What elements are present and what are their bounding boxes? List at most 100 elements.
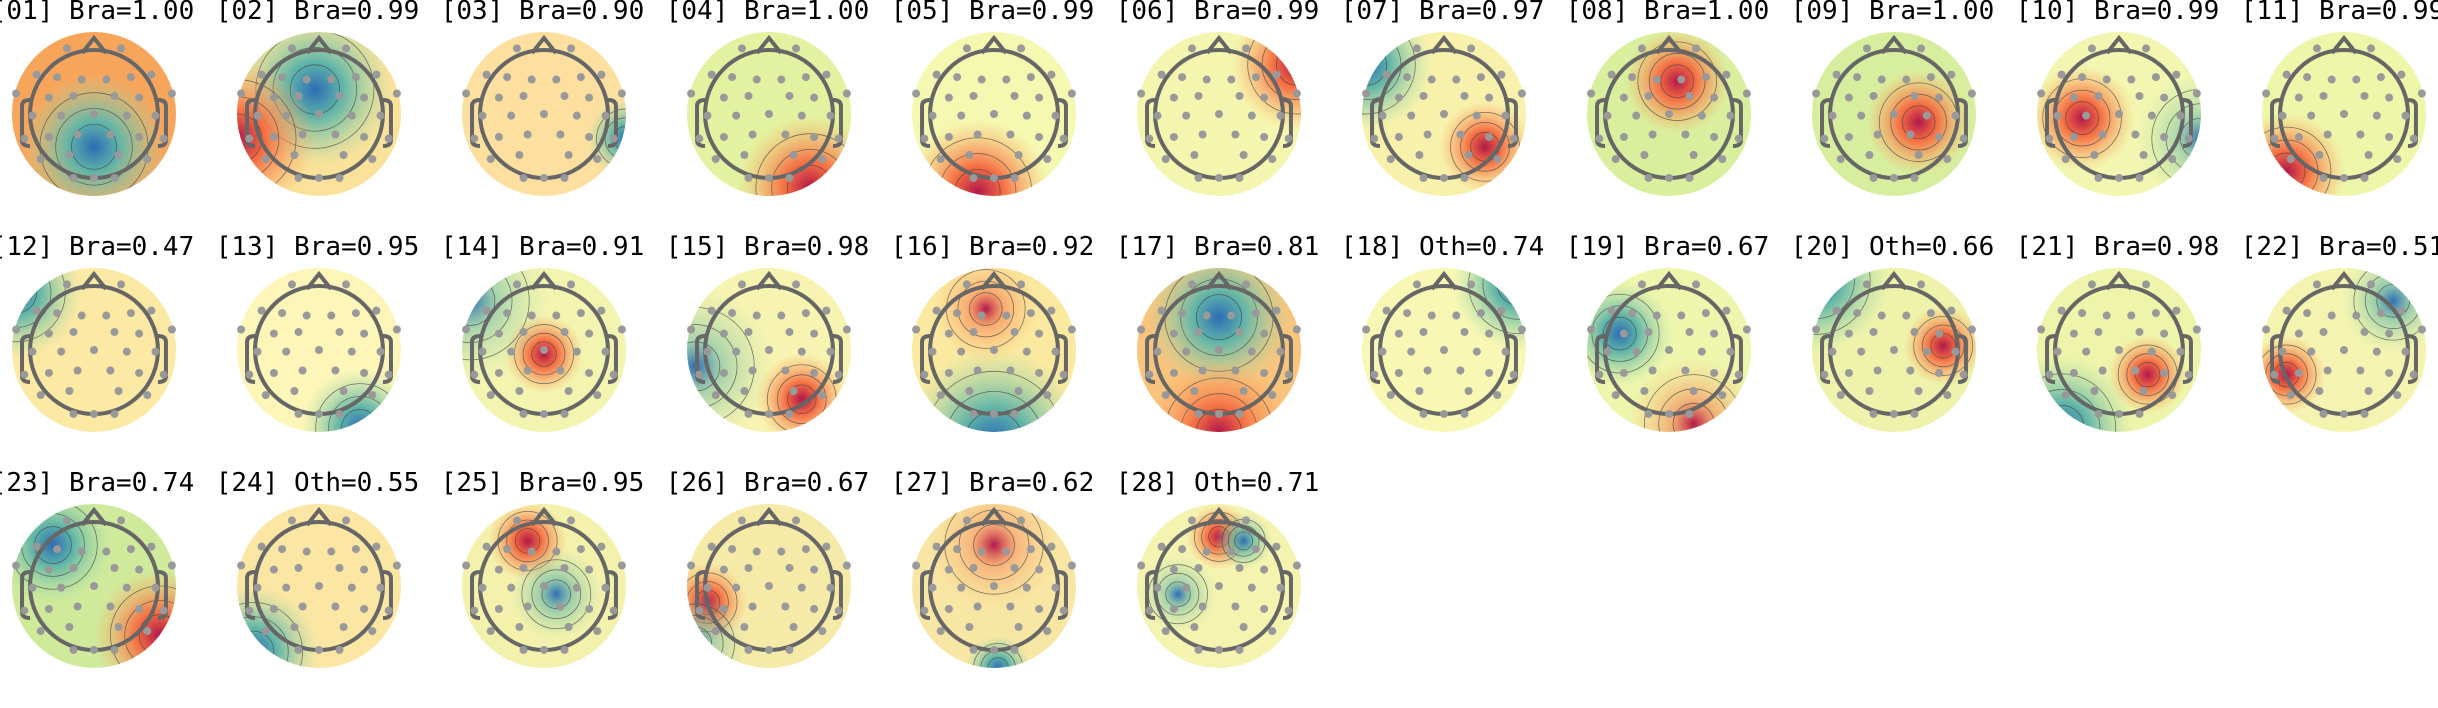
- sensor-dot: [1035, 329, 1044, 338]
- sensor-dot: [245, 134, 254, 143]
- sensor-dot: [1836, 391, 1845, 400]
- left-ear-icon: [470, 98, 481, 148]
- right-ear-icon: [157, 334, 168, 384]
- sensor-dot: [1235, 173, 1244, 182]
- sensor-dot: [962, 44, 971, 53]
- sensor-dot: [1665, 110, 1673, 118]
- sensor-dot: [1926, 309, 1935, 318]
- sensor-dot: [2397, 70, 2406, 79]
- sensor-dot: [1910, 327, 1919, 336]
- sensor-dot: [1153, 583, 1162, 592]
- field-peak: [1903, 306, 1976, 386]
- sensor-dot: [1423, 130, 1432, 139]
- sensor-dot: [1043, 391, 1052, 400]
- sensor-dot: [1493, 391, 1502, 400]
- sensor-dot: [1467, 44, 1476, 53]
- sensor-dot: [928, 347, 937, 356]
- sensor-dot: [552, 547, 561, 556]
- sensor-dot: [572, 111, 581, 120]
- sensor-dot: [110, 91, 119, 100]
- sensor-dot: [269, 565, 278, 574]
- sensor-dot: [752, 547, 761, 556]
- sensor-dot: [278, 73, 287, 82]
- sensor-dot: [478, 347, 487, 356]
- sensor-dot: [486, 627, 495, 636]
- contour-line: [1196, 294, 1242, 341]
- sensor-dot: [2151, 309, 2160, 318]
- sensor-dot: [167, 561, 176, 570]
- sensor-dot: [1587, 89, 1596, 98]
- sensor-dot: [1701, 309, 1710, 318]
- sensor-dot: [335, 173, 344, 182]
- component-title: [28] Oth=0.71: [1115, 468, 1320, 498]
- sensor-dot: [932, 306, 941, 315]
- component-title: [27] Bra=0.62: [890, 468, 1095, 498]
- sensor-dot: [298, 602, 307, 611]
- sensor-dot: [1017, 516, 1026, 525]
- sensor-dot: [1382, 70, 1391, 79]
- sensor-dot: [110, 645, 119, 654]
- sensor-dot: [117, 516, 126, 525]
- sensor-dot: [527, 311, 536, 320]
- sensor-dot: [2303, 309, 2312, 318]
- sensor-dot: [707, 70, 716, 79]
- sensor-dot: [944, 565, 953, 574]
- sensor-dot: [1067, 89, 1076, 98]
- sensor-dot: [585, 93, 594, 102]
- sensor-dot: [527, 75, 536, 84]
- sensor-dot: [302, 311, 311, 320]
- sensor-dot: [2312, 280, 2321, 289]
- sensor-dot: [1914, 151, 1923, 159]
- sensor-dot: [1685, 173, 1694, 182]
- component-topomap: [19] Bra=0.67: [1566, 232, 1800, 472]
- sensor-dot: [151, 583, 160, 592]
- sensor-dot: [810, 329, 819, 338]
- sensor-dot: [2045, 134, 2054, 143]
- sensor-dot: [2319, 91, 2328, 100]
- sensor-dot: [1014, 151, 1023, 159]
- sensor-dot: [77, 75, 86, 84]
- sensor-dot: [135, 604, 144, 613]
- sensor-dot: [2376, 73, 2385, 82]
- sensor-dot: [1836, 155, 1845, 164]
- sensor-dot: [1517, 89, 1526, 98]
- sensor-dot: [159, 606, 168, 615]
- sensor-dot: [1260, 93, 1269, 102]
- sensor-dot: [57, 111, 66, 120]
- sensor-dot: [2090, 387, 2099, 395]
- sensor-dot: [482, 70, 491, 79]
- sensor-dot: [609, 370, 618, 379]
- sensor-dot: [507, 347, 516, 356]
- sensor-dot: [1456, 366, 1465, 375]
- sensor-dot: [2417, 325, 2426, 334]
- sensor-dot: [540, 173, 548, 182]
- sensor-dot: [2115, 110, 2123, 118]
- left-ear-icon: [1370, 334, 1381, 384]
- sensor-dot: [810, 368, 819, 377]
- left-ear-icon: [20, 98, 31, 148]
- sensor-dot: [1665, 173, 1673, 182]
- sensor-dot: [1378, 111, 1387, 120]
- sensor-dot: [57, 347, 66, 356]
- sensor-dot: [1419, 173, 1428, 182]
- sensor-dot: [556, 602, 565, 611]
- sensor-dot: [564, 151, 573, 159]
- sensor-dot: [1685, 91, 1694, 100]
- sensor-dot: [1026, 73, 1035, 82]
- sensor-dot: [2307, 111, 2316, 120]
- topomap: [912, 504, 1076, 668]
- sensor-dot: [597, 70, 606, 79]
- right-ear-icon: [1282, 334, 1293, 384]
- sensor-dot: [1010, 327, 1019, 336]
- sensor-dot: [1742, 89, 1751, 98]
- sensor-dot: [711, 627, 720, 636]
- sensor-dot: [269, 368, 278, 377]
- sensor-dot: [44, 565, 53, 574]
- sensor-dot: [519, 173, 528, 182]
- sensor-dot: [106, 602, 115, 611]
- sensor-dot: [503, 309, 512, 318]
- sensor-dot: [1284, 134, 1293, 143]
- sensor-dot: [462, 89, 471, 98]
- nose-icon: [530, 506, 558, 527]
- sensor-dot: [1394, 132, 1403, 141]
